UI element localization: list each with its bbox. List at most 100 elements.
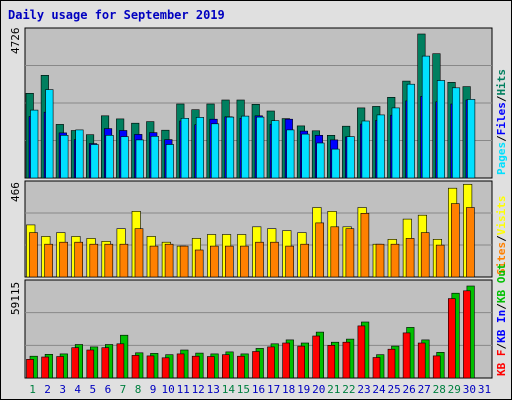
kbytes-bar-kb-f-day-30 [463, 290, 471, 379]
hits-bar-pages-day-26 [406, 83, 415, 179]
kbytes-bar-kb-f-day-11 [176, 353, 185, 379]
legend-files: Files [495, 102, 508, 135]
x-tick-label-day-24: 24 [372, 383, 386, 396]
visits-bar-sites-day-16 [255, 241, 264, 278]
visits-bar-sites-day-9 [149, 245, 159, 278]
x-axis-day-labels: 1 2 3 4 5 6 7 8 9 10 11 12 13 14 15 16 17 18 19 20 21 22 23 24 2… [29, 383, 491, 396]
kbytes-bar-kb-f-day-15 [237, 355, 245, 379]
hits-panel: 4726 Pages/Files/Hits [9, 27, 508, 179]
hits-bar-pages-day-9 [150, 136, 159, 179]
kbytes-bar-kb-f-day-21 [327, 344, 336, 379]
hits-bar-pages-day-19 [301, 133, 310, 179]
legend-kb-f: KB F [495, 350, 508, 377]
kbytes-bar-kb-f-day-5 [86, 349, 95, 379]
visits-max-label: 466 [9, 182, 22, 202]
visits-bar-sites-day-27 [420, 232, 430, 278]
visits-bar-sites-day-2 [44, 243, 53, 278]
hits-bar-pages-day-5 [90, 144, 99, 179]
hits-bar-pages-day-18 [286, 129, 295, 179]
legend-sites: Sites [495, 242, 508, 275]
x-tick-label-day-21: 21 [327, 383, 340, 396]
x-tick-label-day-7: 7 [120, 383, 127, 396]
visits-bar-sites-day-24 [375, 243, 385, 278]
visits-bar-sites-day-13 [210, 245, 219, 278]
hits-bar-pages-day-22 [346, 136, 355, 179]
x-tick-label-day-12: 12 [192, 383, 205, 396]
x-tick-label-day-28: 28 [433, 383, 446, 396]
hits-bar-pages-day-14 [226, 116, 235, 179]
kbytes-bars [26, 285, 475, 379]
kbytes-bar-kb-f-day-26 [402, 332, 411, 379]
x-tick-label-day-13: 13 [207, 383, 220, 396]
x-tick-label-day-22: 22 [342, 383, 355, 396]
hits-bar-pages-day-25 [391, 107, 400, 179]
hits-bar-pages-day-16 [256, 116, 265, 179]
x-tick-label-day-16: 16 [252, 383, 265, 396]
hits-bar-pages-day-23 [361, 120, 370, 179]
hits-legend: Pages/Files/Hits [495, 69, 508, 175]
kbytes-bar-kb-f-day-12 [191, 355, 200, 379]
hits-bar-pages-day-7 [120, 136, 129, 179]
x-tick-label-day-30: 30 [463, 383, 476, 396]
hits-bar-pages-day-6 [105, 135, 114, 179]
kbytes-bar-kb-f-day-10 [161, 357, 170, 379]
legend-kb-in: KB In [495, 310, 508, 343]
kbytes-bar-kb-f-day-27 [417, 342, 426, 379]
kbytes-bar-kb-f-day-4 [71, 347, 79, 379]
chart-title: Daily usage for September 2019 [8, 8, 225, 22]
hits-bar-pages-day-11 [180, 118, 189, 179]
hits-max-label: 4726 [9, 28, 22, 55]
visits-bar-sites-day-3 [59, 241, 68, 278]
kbytes-bar-kb-f-day-17 [267, 346, 275, 379]
hits-bar-pages-day-28 [436, 80, 446, 179]
visits-bar-sites-day-15 [240, 245, 249, 278]
visits-bar-sites-day-4 [74, 241, 83, 278]
visits-bar-sites-day-23 [360, 213, 370, 278]
visits-bar-sites-day-28 [435, 244, 445, 278]
hits-bar-pages-day-17 [271, 120, 280, 179]
x-tick-label-day-11: 11 [177, 383, 190, 396]
legend-hits: Hits [495, 69, 508, 96]
x-tick-label-day-25: 25 [387, 383, 400, 396]
hits-bar-pages-day-21 [331, 148, 340, 179]
visits-bar-sites-day-8 [134, 228, 144, 278]
x-tick-label-day-19: 19 [297, 383, 310, 396]
kbytes-bar-kb-f-day-29 [447, 298, 456, 379]
kbytes-max-label: 59115 [9, 282, 22, 315]
visits-bar-sites-day-18 [285, 245, 294, 278]
visits-bar-sites-day-1 [29, 232, 38, 278]
kbytes-bar-kb-f-day-1 [26, 358, 34, 379]
legend-visits: Visits [495, 196, 508, 236]
hits-bars [25, 33, 476, 179]
kbytes-bar-kb-f-day-18 [282, 342, 290, 379]
legend-pages: Pages [495, 142, 508, 175]
x-tick-label-day-18: 18 [282, 383, 295, 396]
visits-bar-sites-day-12 [194, 249, 204, 278]
hits-bar-pages-day-4 [75, 129, 84, 179]
visits-bar-sites-day-5 [89, 243, 99, 278]
x-tick-label-day-26: 26 [402, 383, 415, 396]
kbytes-bar-kb-f-day-25 [387, 348, 396, 379]
hits-bar-pages-day-30 [467, 99, 476, 179]
hits-bar-pages-day-27 [421, 55, 431, 179]
visits-bar-sites-day-11 [179, 245, 189, 278]
kbytes-bar-kb-f-day-7 [116, 343, 125, 379]
kbytes-bar-kb-f-day-2 [41, 356, 49, 379]
visits-bar-sites-day-26 [405, 238, 415, 278]
visits-bar-sites-day-14 [225, 245, 234, 278]
kbytes-panel: 59115 KB F/KB In/KB Out [9, 263, 508, 379]
kbytes-bar-kb-f-day-8 [131, 355, 140, 379]
x-tick-label-day-9: 9 [150, 383, 157, 396]
x-tick-label-day-29: 29 [448, 383, 461, 396]
visits-bar-sites-day-20 [315, 222, 325, 278]
kbytes-bar-kb-f-day-24 [372, 357, 381, 379]
x-tick-label-day-8: 8 [135, 383, 142, 396]
hits-bar-pages-day-2 [45, 89, 54, 179]
kbytes-bar-kb-f-day-23 [357, 325, 366, 379]
visits-bar-sites-day-25 [390, 243, 400, 278]
x-tick-label-day-5: 5 [89, 383, 96, 396]
x-tick-label-day-14: 14 [222, 383, 236, 396]
x-tick-label-day-23: 23 [357, 383, 370, 396]
hits-bar-pages-day-1 [30, 109, 39, 179]
visits-bars [26, 184, 475, 278]
